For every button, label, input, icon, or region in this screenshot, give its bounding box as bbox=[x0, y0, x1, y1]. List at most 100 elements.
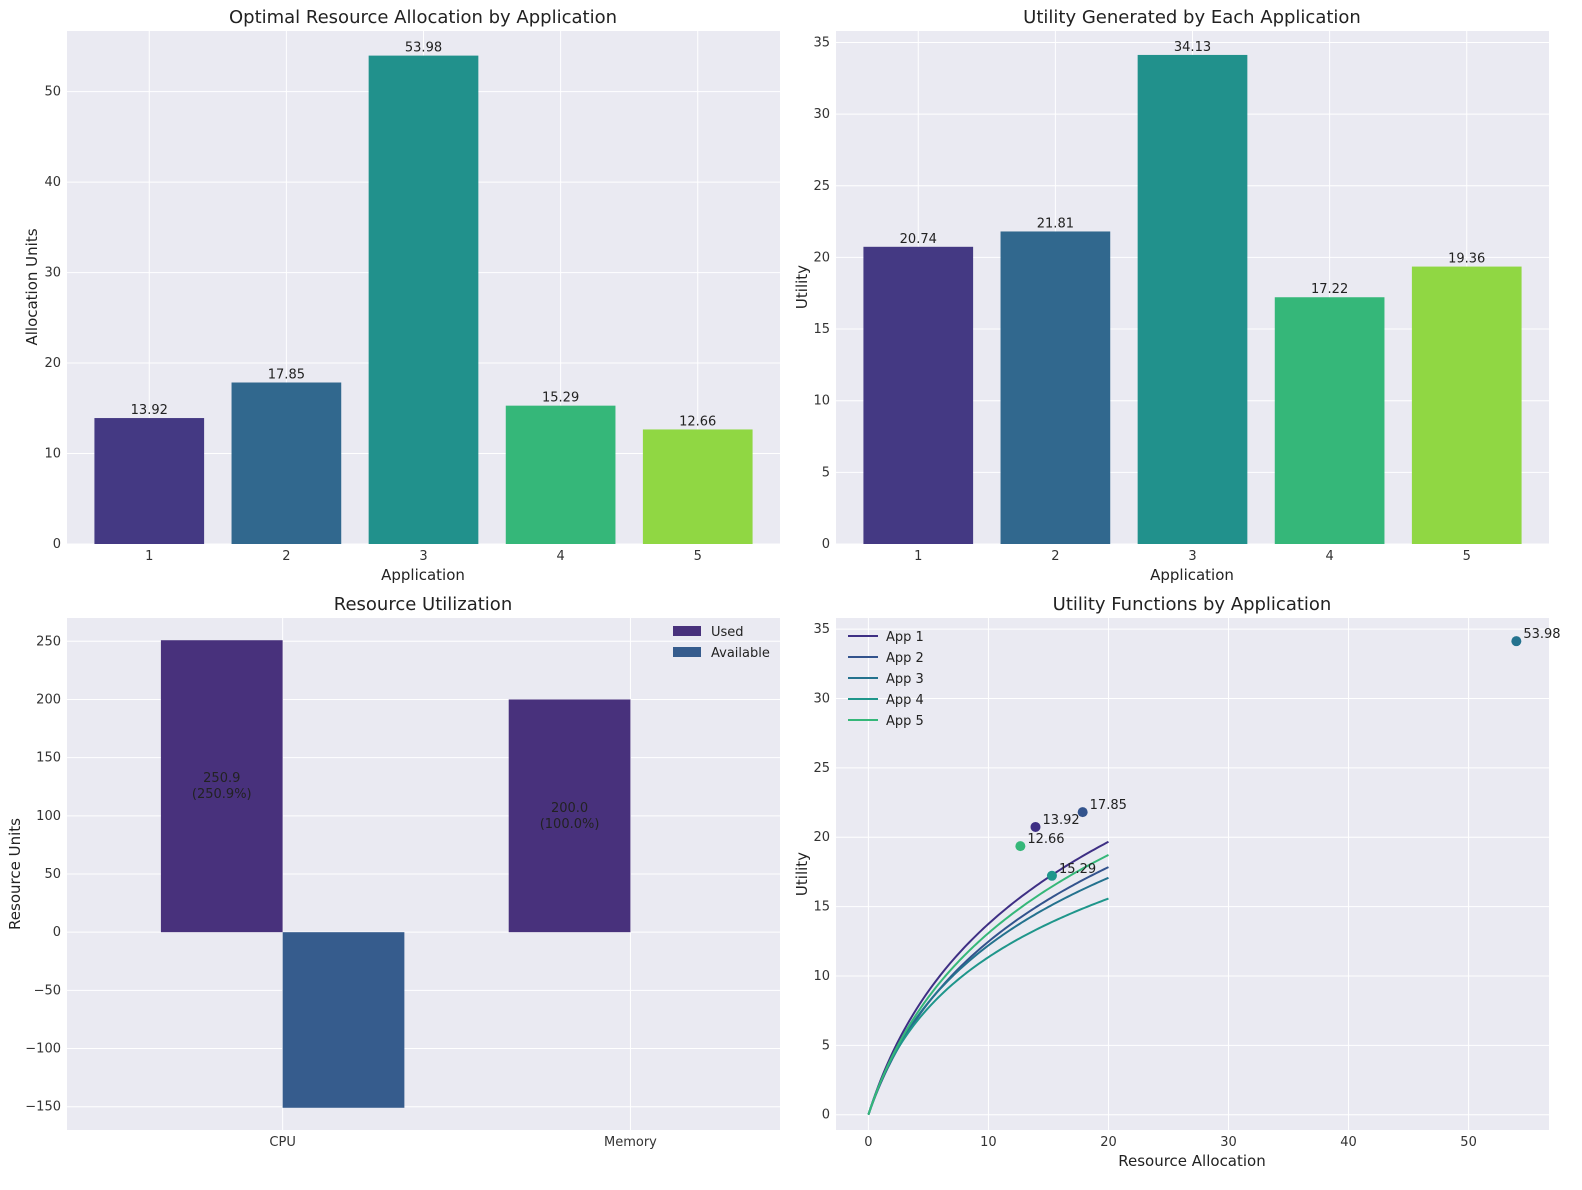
y-axis-label: Utility bbox=[793, 265, 811, 309]
bar bbox=[1411, 266, 1522, 544]
bar-value-label: 53.98 bbox=[405, 41, 442, 56]
y-tick-label: 30 bbox=[44, 266, 61, 281]
legend-label: App 5 bbox=[886, 714, 924, 729]
bar-percent-label: (100.0%) bbox=[540, 817, 600, 832]
legend-swatch bbox=[673, 626, 701, 636]
optimal-point bbox=[1015, 841, 1026, 852]
y-tick-label: 5 bbox=[822, 1038, 830, 1053]
bar-value-label: 20.74 bbox=[900, 232, 937, 247]
legend-label: App 2 bbox=[886, 651, 924, 666]
bar-available bbox=[282, 932, 405, 1108]
y-tick-label: 20 bbox=[44, 356, 61, 371]
x-tick-label: 5 bbox=[1463, 549, 1471, 564]
allocation-chart: 13.92 17.85 53.98 15.29 12.66 0 10 20 30 40 50 1 2 3… bbox=[23, 7, 780, 584]
legend-label: App 3 bbox=[886, 672, 924, 687]
bar-percent-label: (250.9%) bbox=[192, 787, 252, 802]
y-tick-label: −100 bbox=[25, 1042, 61, 1057]
legend: Used Available bbox=[673, 625, 770, 661]
y-tick-label: 35 bbox=[813, 35, 830, 50]
x-tick-label: 1 bbox=[145, 549, 153, 564]
x-tick-label: 0 bbox=[864, 1135, 872, 1150]
x-tick-label: 3 bbox=[419, 549, 427, 564]
y-tick-label: 10 bbox=[813, 969, 830, 984]
y-tick-label: 0 bbox=[822, 537, 830, 552]
y-tick-label: 50 bbox=[44, 867, 61, 882]
bar bbox=[231, 382, 342, 544]
y-tick-label: 100 bbox=[36, 809, 61, 824]
bar-value-label: 34.13 bbox=[1174, 40, 1211, 55]
point-label: 53.98 bbox=[1523, 627, 1560, 642]
y-tick-label: 10 bbox=[813, 394, 830, 409]
y-tick-label: 35 bbox=[813, 622, 830, 637]
point-label: 13.92 bbox=[1042, 813, 1079, 828]
bar-value-label: 250.9 bbox=[203, 771, 240, 786]
bar-value-label: 13.92 bbox=[131, 403, 168, 418]
resource-utilization-chart: 250.9(250.9%) 200.0(100.0%) −150 −100 −50 0 5… bbox=[6, 594, 780, 1150]
utility-line-1 bbox=[867, 840, 1109, 1116]
utility-functions-chart: 13.92 17.85 53.98 15.29 12.66 0 10 20 30 40 50 0 5 1… bbox=[793, 594, 1561, 1170]
series-lines: 13.92 17.85 53.98 15.29 12.66 bbox=[867, 627, 1561, 1116]
x-axis-label: Application bbox=[381, 566, 465, 584]
y-tick-label: 200 bbox=[36, 692, 61, 707]
legend-label: Used bbox=[711, 625, 744, 640]
bar bbox=[1137, 54, 1248, 544]
y-tick-label: 25 bbox=[813, 761, 830, 776]
bars: 20.74 21.81 34.13 17.22 19.36 bbox=[863, 40, 1522, 545]
bar-used bbox=[160, 640, 283, 933]
optimal-point bbox=[1077, 807, 1088, 818]
legend-label: App 4 bbox=[886, 693, 924, 708]
chart-title: Utility Generated by Each Application bbox=[1023, 7, 1361, 28]
y-tick-label: 30 bbox=[813, 107, 830, 122]
y-axis-label: Resource Units bbox=[6, 818, 24, 930]
bar-value-label: 15.29 bbox=[542, 391, 579, 406]
y-tick-label: 0 bbox=[53, 537, 61, 552]
legend: App 1 App 2 App 3 App 4 App 5 bbox=[848, 630, 924, 729]
y-tick-label: 150 bbox=[36, 751, 61, 766]
bar-used bbox=[508, 699, 631, 933]
bar-value-label: 17.85 bbox=[268, 368, 305, 383]
x-tick-label: 10 bbox=[980, 1135, 997, 1150]
x-axis-label: Resource Allocation bbox=[1118, 1152, 1266, 1170]
point-label: 17.85 bbox=[1090, 798, 1127, 813]
x-tick-label: CPU bbox=[269, 1135, 295, 1150]
y-tick-label: 0 bbox=[53, 925, 61, 940]
legend-label: Available bbox=[711, 646, 770, 661]
bar bbox=[1274, 297, 1385, 544]
y-tick-label: 0 bbox=[822, 1108, 830, 1123]
bars: 13.92 17.85 53.98 15.29 12.66 bbox=[94, 41, 753, 544]
y-tick-label: 25 bbox=[813, 179, 830, 194]
chart-title: Utility Functions by Application bbox=[1053, 594, 1332, 615]
legend-label: App 1 bbox=[886, 630, 924, 645]
point-label: 12.66 bbox=[1027, 832, 1064, 847]
x-tick-label: Memory bbox=[604, 1135, 657, 1150]
x-tick-label: 2 bbox=[282, 549, 290, 564]
x-tick-label: 4 bbox=[556, 549, 564, 564]
x-tick-label: 3 bbox=[1188, 549, 1196, 564]
tick-labels: 0 10 20 30 40 50 1 2 3 4 5 bbox=[44, 85, 701, 564]
bar bbox=[94, 418, 205, 544]
bar-value-label: 12.66 bbox=[679, 414, 716, 429]
point-label: 15.29 bbox=[1059, 862, 1096, 877]
bar bbox=[863, 246, 974, 545]
bar-value-label: 19.36 bbox=[1448, 252, 1485, 267]
optimal-point bbox=[1046, 870, 1057, 881]
y-tick-label: 20 bbox=[813, 830, 830, 845]
y-tick-label: −50 bbox=[34, 983, 61, 998]
x-tick-label: 1 bbox=[914, 549, 922, 564]
utility-line-5 bbox=[867, 854, 1109, 1116]
optimal-point bbox=[1030, 821, 1041, 832]
legend-swatch bbox=[673, 647, 701, 657]
optimal-point bbox=[1511, 636, 1522, 647]
bar-value-label: 21.81 bbox=[1037, 216, 1074, 231]
x-tick-label: 4 bbox=[1325, 549, 1333, 564]
tick-labels: 0 5 10 15 20 25 30 35 1 2 3 4 5 bbox=[813, 35, 1470, 564]
x-tick-label: 20 bbox=[1100, 1135, 1117, 1150]
y-axis-label: Allocation Units bbox=[23, 228, 41, 345]
utility-line-3 bbox=[867, 876, 1109, 1116]
y-tick-label: −150 bbox=[25, 1100, 61, 1115]
bar bbox=[642, 429, 753, 544]
y-tick-label: 10 bbox=[44, 447, 61, 462]
y-tick-label: 15 bbox=[813, 322, 830, 337]
